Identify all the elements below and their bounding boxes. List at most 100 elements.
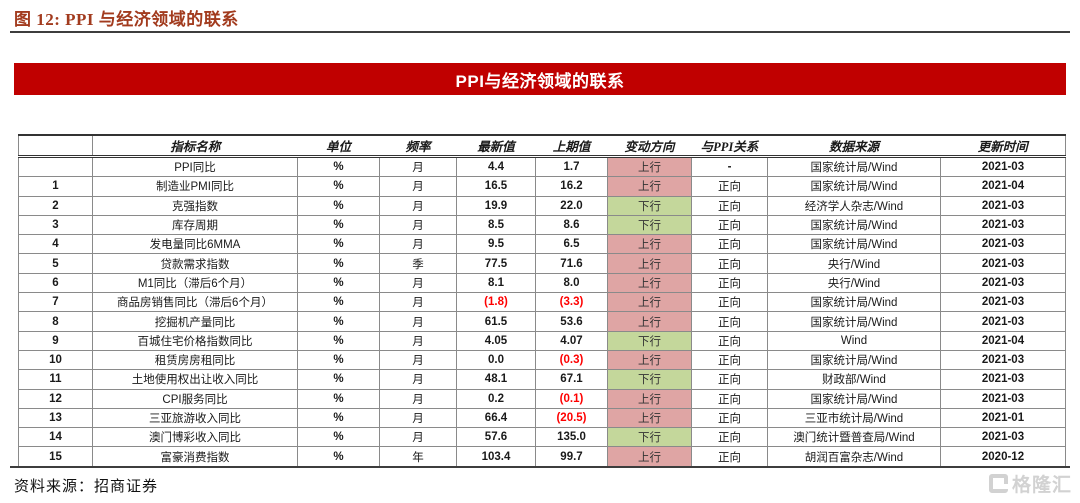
cell-previous-value: 16.2: [535, 176, 608, 197]
table-row: 9 百城住宅价格指数同比% 月 4.05 4.07 下行 正向 Wind 2021-04: [18, 330, 1066, 351]
cell-change-direction: 上行: [607, 253, 692, 274]
cell-ppi-relation: 正向: [691, 407, 768, 429]
col-change-direction: 变动方向: [607, 135, 692, 158]
cell-row-number: [18, 155, 93, 178]
cell-change-direction: 下行: [607, 195, 692, 216]
cell-ppi-relation: 正向: [691, 234, 768, 255]
cell-row-number: 4: [18, 234, 93, 255]
cell-update-time: 2021-03: [940, 195, 1066, 216]
col-previous-value: 上期值: [535, 135, 608, 158]
table-row: 8 挖掘机产量同比% 月 61.5 53.6 上行 正向 国家统计局/Wind 2021-03: [18, 311, 1066, 332]
cell-change-direction: 上行: [607, 349, 692, 371]
cell-update-time: 2021-03: [940, 234, 1066, 255]
cell-previous-value: 4.07: [535, 330, 608, 351]
cell-update-time: 2020-12: [940, 446, 1066, 468]
cell-change-direction: 下行: [607, 330, 692, 351]
cell-indicator-name: 三亚旅游收入同比: [92, 407, 298, 429]
cell-update-time: 2021-04: [940, 330, 1066, 351]
cell-latest-value: 57.6: [456, 427, 536, 448]
cell-latest-value: 0.2: [456, 388, 536, 409]
cell-previous-value: 6.5: [535, 234, 608, 255]
cell-unit: %: [297, 446, 380, 468]
cell-change-direction: 上行: [607, 234, 692, 255]
cell-frequency: 月: [379, 234, 457, 255]
cell-previous-value: 8.0: [535, 272, 608, 294]
cell-update-time: 2021-01: [940, 407, 1066, 429]
cell-change-direction: 上行: [607, 407, 692, 429]
table-row: 6 M1同比（滞后6个月）% 月 8.1 8.0 上行 正向 央行/Wind 2021-03: [18, 272, 1066, 294]
cell-update-time: 2021-03: [940, 349, 1066, 371]
cell-latest-value: 8.1: [456, 272, 536, 294]
cell-frequency: 月: [379, 214, 457, 236]
cell-row-number: 2: [18, 195, 93, 216]
data-source-note: 资料来源：招商证券: [14, 479, 159, 495]
cell-data-source: Wind: [767, 330, 941, 351]
col-update-time: 更新时间: [940, 135, 1066, 158]
cell-row-number: 11: [18, 369, 93, 390]
cell-unit: %: [297, 427, 380, 448]
cell-frequency: 季: [379, 253, 457, 274]
cell-ppi-relation: 正向: [691, 446, 768, 468]
gelonghui-g-icon: [988, 473, 1008, 493]
cell-update-time: 2021-03: [940, 427, 1066, 448]
table-row: 4 发电量同比6MMA% 月 9.5 6.5 上行 正向 国家统计局/Wind 2021-03: [18, 234, 1066, 255]
cell-ppi-relation: 正向: [691, 311, 768, 332]
cell-frequency: 年: [379, 446, 457, 468]
table-row: 5 贷款需求指数% 季 77.5 71.6 上行 正向 央行/Wind 2021-03: [18, 253, 1066, 274]
cell-frequency: 月: [379, 176, 457, 197]
cell-indicator-name: 土地使用权出让收入同比: [92, 369, 298, 390]
col-ppi-relation: 与PPI关系: [691, 135, 768, 158]
cell-indicator-name: 克强指数: [92, 195, 298, 216]
cell-update-time: 2021-03: [940, 253, 1066, 274]
cell-data-source: 国家统计局/Wind: [767, 349, 941, 371]
table-row: PPI同比% 月 4.4 1.7 上行 - 国家统计局/Wind 2021-03: [18, 155, 1066, 178]
cell-row-number: 8: [18, 311, 93, 332]
cell-unit: %: [297, 292, 380, 313]
cell-previous-value: (0.1): [535, 388, 608, 409]
cell-unit: %: [297, 311, 380, 332]
cell-data-source: 国家统计局/Wind: [767, 292, 941, 313]
table-row: 15 富豪消费指数% 年 103.4 99.7 上行 正向 胡润百富杂志/Wind 2020-1…: [18, 446, 1066, 468]
cell-ppi-relation: 正向: [691, 272, 768, 294]
cell-previous-value: 53.6: [535, 311, 608, 332]
cell-data-source: 财政部/Wind: [767, 369, 941, 390]
cell-latest-value: 0.0: [456, 349, 536, 371]
cell-frequency: 月: [379, 272, 457, 294]
cell-latest-value: 77.5: [456, 253, 536, 274]
table-row: 7 商品房销售同比（滞后6个月）% 月 (1.8) (3.3) 上行 正向 国家统计局/Win…: [18, 292, 1066, 313]
col-unit: 单位: [297, 135, 380, 158]
ppi-relations-table: 指标名称 单位 频率 最新值 上期值 变动方向 与PPI关系 数据来源 更新时间 PPI同比% 月…: [18, 134, 1066, 468]
cell-indicator-name: 澳门博彩收入同比: [92, 427, 298, 448]
cell-indicator-name: 富豪消费指数: [92, 446, 298, 468]
cell-update-time: 2021-03: [940, 155, 1066, 178]
cell-data-source: 胡润百富杂志/Wind: [767, 446, 941, 468]
cell-ppi-relation: 正向: [691, 427, 768, 448]
cell-previous-value: 135.0: [535, 427, 608, 448]
cell-frequency: 月: [379, 330, 457, 351]
cell-row-number: 6: [18, 272, 93, 294]
cell-latest-value: 66.4: [456, 407, 536, 429]
cell-previous-value: 99.7: [535, 446, 608, 468]
cell-ppi-relation: 正向: [691, 176, 768, 197]
cell-indicator-name: M1同比（滞后6个月）: [92, 272, 298, 294]
cell-latest-value: (1.8): [456, 292, 536, 313]
cell-unit: %: [297, 272, 380, 294]
cell-frequency: 月: [379, 311, 457, 332]
cell-indicator-name: 贷款需求指数: [92, 253, 298, 274]
cell-previous-value: 67.1: [535, 369, 608, 390]
cell-ppi-relation: -: [691, 155, 768, 178]
ppi-relations-table-wrap: 指标名称 单位 频率 最新值 上期值 变动方向 与PPI关系 数据来源 更新时间 PPI同比% 月…: [18, 134, 1066, 468]
table-row: 14 澳门博彩收入同比% 月 57.6 135.0 下行 正向 澳门统计暨普查局/Wind 20…: [18, 427, 1066, 448]
cell-unit: %: [297, 253, 380, 274]
cell-update-time: 2021-03: [940, 388, 1066, 409]
cell-update-time: 2021-03: [940, 214, 1066, 236]
cell-ppi-relation: 正向: [691, 195, 768, 216]
cell-row-number: 15: [18, 446, 93, 468]
cell-previous-value: 1.7: [535, 155, 608, 178]
cell-update-time: 2021-04: [940, 176, 1066, 197]
cell-update-time: 2021-03: [940, 311, 1066, 332]
cell-frequency: 月: [379, 427, 457, 448]
cell-unit: %: [297, 407, 380, 429]
cell-latest-value: 103.4: [456, 446, 536, 468]
